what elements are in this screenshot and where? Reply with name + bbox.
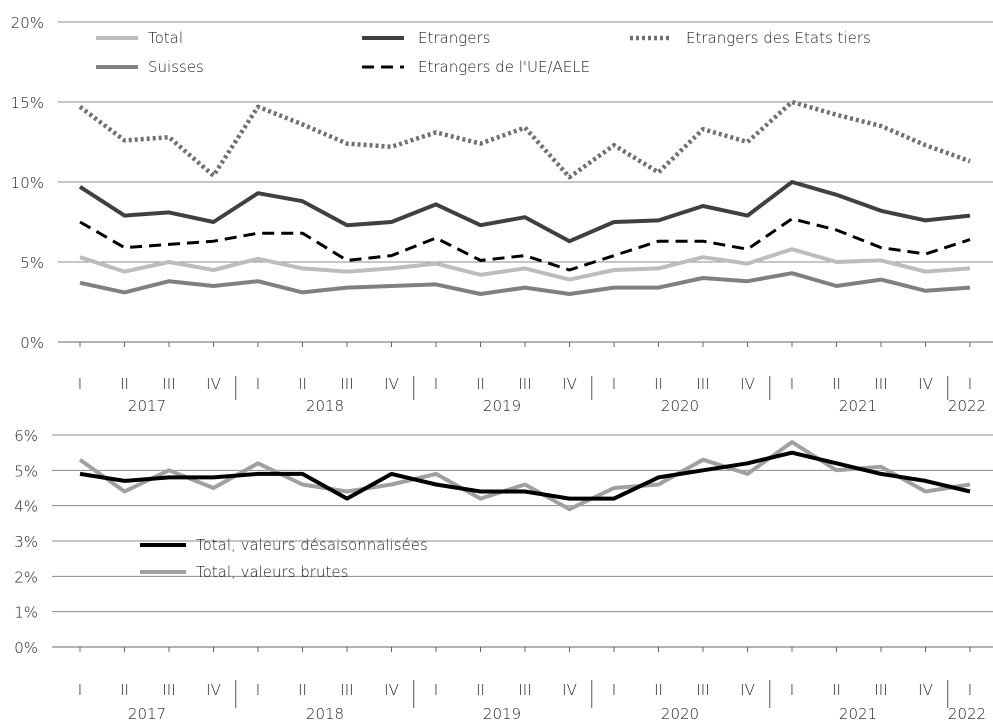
- x-tick-label: IV: [918, 375, 933, 393]
- series-line-0: [79, 247, 971, 282]
- legend-label: Total: [148, 29, 183, 47]
- legend-label: Suisses: [148, 58, 204, 76]
- bottom-chart: 0%1%2%3%4%5%6%I II III IV I II III IV I II III IV I I…: [14, 427, 993, 723]
- y-tick-label: 2%: [14, 568, 38, 586]
- x-tick-label: I: [612, 375, 616, 393]
- year-label: 2017: [128, 397, 166, 415]
- x-tick-label: I: [78, 375, 82, 393]
- x-tick-label: III: [340, 375, 353, 393]
- x-tick-label: II: [476, 375, 485, 393]
- x-tick-label: II: [654, 681, 663, 699]
- x-tick-label: II: [120, 681, 129, 699]
- x-tick-label: III: [340, 681, 353, 699]
- x-tick-label: I: [790, 681, 794, 699]
- x-tick-label: II: [298, 375, 307, 393]
- y-tick-label: 0%: [20, 334, 44, 352]
- x-tick-label: I: [434, 681, 438, 699]
- series-line-4: [78, 99, 971, 180]
- series-line-1: [79, 450, 971, 501]
- series-line-2: [78, 180, 971, 244]
- x-tick-label: III: [162, 375, 175, 393]
- x-tick-label: I: [790, 375, 794, 393]
- y-tick-label: 10%: [11, 174, 44, 192]
- x-tick-label: IV: [384, 681, 399, 699]
- year-label: 2017: [128, 705, 166, 723]
- y-tick-label: 0%: [14, 639, 38, 657]
- x-tick-label: I: [256, 375, 260, 393]
- y-tick-label: 6%: [14, 427, 38, 445]
- x-tick-label: II: [654, 375, 663, 393]
- year-label: 2022: [948, 397, 986, 415]
- top-chart: 0%5%10%15%20%I II III IV I II III IV I II III IV I II…: [11, 14, 993, 415]
- year-label: 2019: [483, 397, 521, 415]
- x-tick-label: III: [518, 681, 531, 699]
- legend-label: Total, valeurs brutes: [196, 563, 348, 581]
- year-label: 2018: [306, 705, 344, 723]
- legend-label: Etrangers des Etats tiers: [686, 29, 871, 47]
- x-tick-label: IV: [206, 681, 221, 699]
- legend-label: Etrangers de l'UE/AELE: [418, 58, 590, 76]
- x-tick-label: I: [968, 681, 972, 699]
- x-tick-label: IV: [206, 375, 221, 393]
- x-tick-label: III: [518, 375, 531, 393]
- x-tick-label: III: [874, 375, 887, 393]
- x-tick-label: I: [968, 375, 972, 393]
- y-tick-label: 5%: [20, 254, 44, 272]
- legend-label: Etrangers: [418, 29, 490, 47]
- x-tick-label: IV: [740, 681, 755, 699]
- y-tick-label: 5%: [14, 462, 38, 480]
- year-label: 2022: [948, 705, 986, 723]
- x-tick-label: I: [256, 681, 260, 699]
- y-tick-label: 3%: [14, 533, 38, 551]
- year-label: 2021: [839, 705, 877, 723]
- y-tick-label: 1%: [14, 604, 38, 622]
- series-line-3: [79, 217, 971, 272]
- x-tick-label: I: [612, 681, 616, 699]
- year-label: 2018: [306, 397, 344, 415]
- x-tick-label: III: [696, 681, 709, 699]
- year-label: 2020: [661, 397, 699, 415]
- x-tick-label: III: [162, 681, 175, 699]
- legend-label: Total, valeurs désaisonnalisées: [196, 536, 428, 554]
- year-label: 2020: [661, 705, 699, 723]
- x-tick-label: I: [78, 681, 82, 699]
- x-tick-label: IV: [384, 375, 399, 393]
- x-tick-label: IV: [918, 681, 933, 699]
- y-tick-label: 15%: [11, 94, 44, 112]
- x-tick-label: IV: [740, 375, 755, 393]
- x-tick-label: II: [832, 681, 841, 699]
- y-tick-label: 20%: [11, 14, 44, 32]
- year-label: 2019: [483, 705, 521, 723]
- x-tick-label: III: [696, 375, 709, 393]
- x-tick-label: II: [120, 375, 129, 393]
- x-tick-label: III: [874, 681, 887, 699]
- x-tick-label: I: [434, 375, 438, 393]
- year-label: 2021: [839, 397, 877, 415]
- x-tick-label: IV: [562, 681, 577, 699]
- x-tick-label: IV: [562, 375, 577, 393]
- series-line-1: [79, 271, 971, 296]
- y-tick-label: 4%: [14, 498, 38, 516]
- x-tick-label: II: [476, 681, 485, 699]
- x-tick-label: II: [832, 375, 841, 393]
- x-tick-label: II: [298, 681, 307, 699]
